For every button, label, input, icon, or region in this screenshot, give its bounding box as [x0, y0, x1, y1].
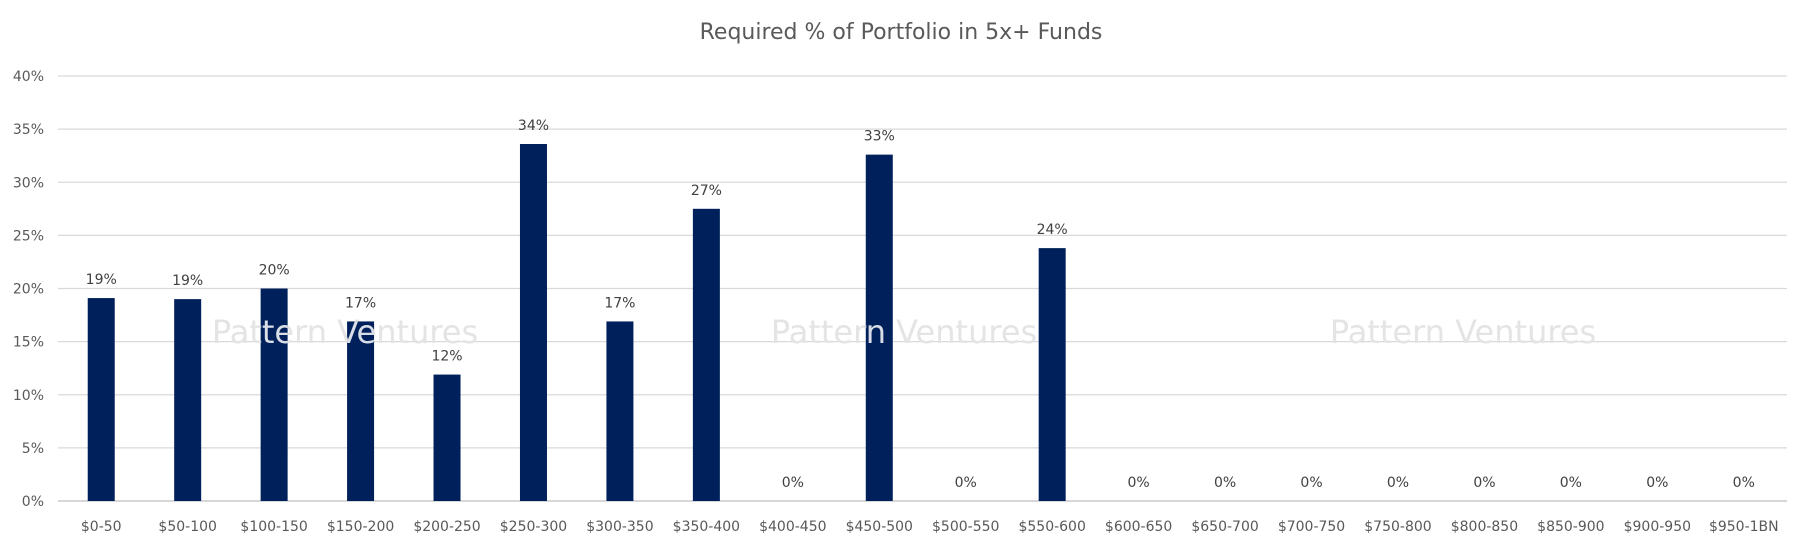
watermarks: Pattern Ventures Pattern Ventures Pattern … [212, 313, 1596, 351]
bar [865, 154, 893, 501]
bar [1038, 248, 1066, 501]
data-label: 33% [864, 129, 895, 145]
watermark: Pattern Ventures [1330, 313, 1596, 351]
data-label: 0% [1473, 475, 1495, 491]
x-tick-label: $800-850 [1451, 519, 1518, 535]
y-tick-label: 15% [13, 335, 44, 351]
bar [519, 144, 547, 501]
y-tick-label: 20% [13, 282, 44, 298]
y-tick-label: 0% [22, 494, 44, 510]
data-label: 12% [431, 349, 462, 365]
data-label: 0% [782, 475, 804, 491]
watermark: Pattern Ventures [212, 313, 478, 351]
chart-title: Required % of Portfolio in 5x+ Funds [699, 20, 1103, 45]
data-label: 0% [1300, 475, 1322, 491]
data-label: 34% [518, 118, 549, 134]
bar [174, 299, 202, 501]
data-label: 0% [1128, 475, 1150, 491]
data-label: 24% [1037, 222, 1068, 238]
x-tick-label: $750-800 [1364, 519, 1431, 535]
x-axis-ticks: $0-50 $50-100 $100-150 $150-200 $200-250 $250… [81, 519, 1779, 535]
data-label: 27% [691, 183, 722, 199]
y-tick-label: 25% [13, 228, 44, 244]
x-tick-label: $50-100 [158, 519, 217, 535]
x-tick-label: $450-500 [846, 519, 913, 535]
x-tick-label: $600-650 [1105, 519, 1172, 535]
bars [87, 144, 1066, 501]
data-label: 0% [1733, 475, 1755, 491]
data-label: 0% [1214, 475, 1236, 491]
data-label: 0% [1646, 475, 1668, 491]
x-tick-label: $500-550 [932, 519, 999, 535]
bar [606, 321, 634, 501]
data-label: 0% [1387, 475, 1409, 491]
x-tick-label: $850-900 [1537, 519, 1604, 535]
x-tick-label: $700-750 [1278, 519, 1345, 535]
data-label: 19% [86, 272, 117, 288]
data-label: 20% [259, 263, 290, 279]
bar [260, 288, 288, 501]
x-tick-label: $400-450 [759, 519, 826, 535]
x-tick-label: $250-300 [500, 519, 567, 535]
x-tick-label: $100-150 [240, 519, 307, 535]
x-tick-label: $300-350 [586, 519, 653, 535]
y-tick-label: 10% [13, 388, 44, 404]
x-tick-label: $0-50 [81, 519, 122, 535]
x-tick-label: $900-950 [1624, 519, 1691, 535]
data-label: 0% [955, 475, 977, 491]
gridlines [58, 75, 1787, 502]
x-tick-label: $350-400 [673, 519, 740, 535]
y-tick-label: 30% [13, 175, 44, 191]
bar [433, 374, 461, 501]
watermark: Pattern Ventures [771, 313, 1037, 351]
data-labels: 19% 19% 20% 17% 12% 34% 17% 27% 0% 33% 0% 24% 0% 0% 0%… [86, 118, 1755, 491]
data-label: 17% [604, 295, 635, 311]
data-label: 19% [172, 273, 203, 289]
x-tick-label: $200-250 [413, 519, 480, 535]
y-axis-ticks: 0% 5% 10% 15% 20% 25% 30% 35% 40% [13, 69, 44, 510]
x-tick-label: $150-200 [327, 519, 394, 535]
x-tick-label: $650-700 [1191, 519, 1258, 535]
bar [347, 321, 375, 501]
data-label: 0% [1560, 475, 1582, 491]
x-tick-label: $550-600 [1018, 519, 1085, 535]
x-tick-label: $950-1BN [1709, 519, 1779, 535]
y-tick-label: 35% [13, 122, 44, 138]
y-tick-label: 5% [22, 441, 44, 457]
bar [87, 298, 115, 501]
bar [692, 208, 720, 501]
data-label: 17% [345, 295, 376, 311]
y-tick-label: 40% [13, 69, 44, 85]
